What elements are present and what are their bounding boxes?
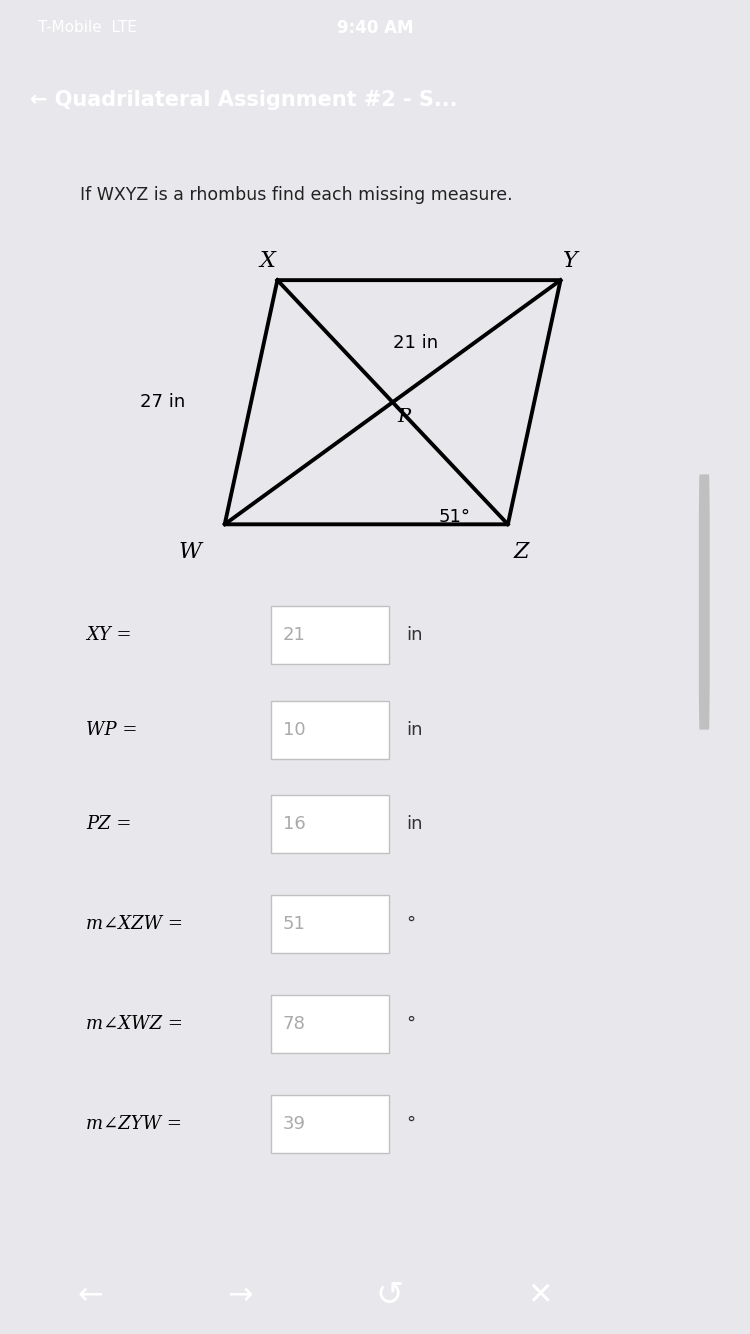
Text: Y: Y	[563, 251, 578, 272]
Text: ✕: ✕	[527, 1281, 553, 1310]
Text: in: in	[406, 626, 422, 644]
Text: If WXYZ is a rhombus find each missing measure.: If WXYZ is a rhombus find each missing m…	[80, 185, 512, 204]
Text: in: in	[406, 720, 422, 739]
Text: 21: 21	[283, 626, 305, 644]
Text: 9:40 AM: 9:40 AM	[337, 19, 413, 37]
Text: X: X	[260, 251, 275, 272]
Text: Z: Z	[513, 542, 529, 563]
Text: in: in	[406, 815, 422, 832]
Text: T-Mobile  LTE: T-Mobile LTE	[38, 20, 136, 36]
Text: 78: 78	[283, 1015, 305, 1033]
Text: WP =: WP =	[86, 720, 138, 739]
Text: XY =: XY =	[86, 626, 132, 644]
FancyBboxPatch shape	[271, 895, 389, 952]
Text: W: W	[178, 542, 202, 563]
FancyBboxPatch shape	[271, 607, 389, 664]
Text: 27 in: 27 in	[140, 394, 185, 411]
Text: m∠ZYW =: m∠ZYW =	[86, 1115, 182, 1133]
Text: ← Quadrilateral Assignment #2 - S...: ← Quadrilateral Assignment #2 - S...	[30, 89, 457, 109]
FancyBboxPatch shape	[271, 1095, 389, 1153]
Text: 51: 51	[283, 915, 305, 932]
Text: 16: 16	[283, 815, 305, 832]
Text: 51°: 51°	[439, 508, 471, 526]
Text: PZ =: PZ =	[86, 815, 132, 832]
Text: °: °	[406, 915, 415, 932]
Text: 39: 39	[283, 1115, 306, 1133]
Text: ↺: ↺	[376, 1279, 404, 1311]
FancyBboxPatch shape	[271, 795, 389, 852]
FancyBboxPatch shape	[271, 700, 389, 759]
Text: ←: ←	[77, 1281, 103, 1310]
Text: °: °	[406, 1015, 415, 1033]
Text: 10: 10	[283, 720, 305, 739]
Text: m∠XZW =: m∠XZW =	[86, 915, 184, 932]
FancyBboxPatch shape	[699, 475, 709, 730]
FancyBboxPatch shape	[271, 995, 389, 1053]
Text: m∠XWZ =: m∠XWZ =	[86, 1015, 184, 1033]
Text: P: P	[398, 408, 410, 426]
Text: 21 in: 21 in	[393, 335, 438, 352]
Text: °: °	[406, 1115, 415, 1133]
Text: →: →	[227, 1281, 253, 1310]
